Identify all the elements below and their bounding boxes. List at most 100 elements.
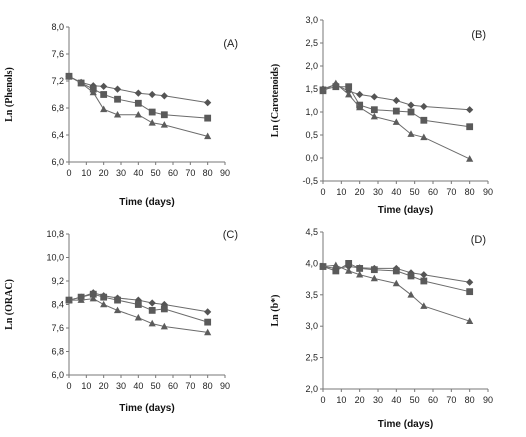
chart-panel-3: 2,0 2,5 3,0 3,5 4,0 4,5 0 10 20 30 40 50 60 70 80 90 Tim… xyxy=(270,227,493,430)
data-point-square xyxy=(100,293,108,301)
x-tick-label: 70 xyxy=(185,168,195,178)
y-tick-label: 0,5 xyxy=(305,130,318,140)
data-point-triangle xyxy=(370,274,378,282)
y-tick-label: 10,8 xyxy=(46,229,64,239)
data-point-triangle xyxy=(407,130,415,137)
data-point-square xyxy=(466,288,474,296)
data-point-square xyxy=(407,108,415,116)
x-tick-label: 30 xyxy=(116,168,126,178)
data-point-triangle xyxy=(77,296,85,303)
y-tick-label: 6,0 xyxy=(51,157,64,167)
x-tick-label: 80 xyxy=(203,381,213,391)
x-tick-label: 0 xyxy=(66,168,71,178)
data-point-square xyxy=(466,123,474,131)
y-tick-label: 2,0 xyxy=(305,61,318,71)
y-tick-label: 6,0 xyxy=(51,370,64,380)
data-point-triangle xyxy=(319,87,327,95)
data-point-diamond xyxy=(204,99,212,107)
data-point-square xyxy=(345,83,353,91)
data-point-diamond xyxy=(466,278,474,286)
x-tick-label: 40 xyxy=(391,395,401,405)
y-tick-label: 1,5 xyxy=(305,84,318,94)
data-point-square xyxy=(204,114,212,122)
y-tick-label: 9,2 xyxy=(51,276,64,286)
data-point-diamond xyxy=(356,90,364,99)
y-tick-label: 8,0 xyxy=(51,22,64,32)
y-axis-title: Ln (b*) xyxy=(270,295,281,327)
y-tick-label: 6,4 xyxy=(51,130,64,140)
x-tick-label: 50 xyxy=(410,395,420,405)
data-point-triangle xyxy=(160,121,168,128)
x-tick-label: 90 xyxy=(220,168,230,178)
data-point-diamond xyxy=(113,85,122,93)
x-tick-label: 90 xyxy=(483,187,493,197)
data-point-diamond xyxy=(148,90,156,99)
data-point-square xyxy=(114,296,121,304)
data-point-triangle xyxy=(356,103,364,111)
x-tick-label: 0 xyxy=(320,187,325,197)
data-point-square xyxy=(160,305,168,313)
x-tick-label: 30 xyxy=(373,187,383,197)
y-tick-label: 10,0 xyxy=(46,253,64,263)
x-tick-label: 90 xyxy=(483,395,493,405)
x-axis-title: Time (days) xyxy=(378,419,433,430)
data-point-diamond xyxy=(100,82,108,90)
data-point-square xyxy=(332,267,340,275)
data-point-triangle xyxy=(356,270,364,278)
data-point-triangle xyxy=(160,322,168,330)
data-point-triangle xyxy=(77,79,85,86)
data-point-triangle xyxy=(204,328,212,336)
data-point-triangle xyxy=(332,261,340,269)
x-tick-label: 30 xyxy=(373,395,383,405)
data-point-triangle xyxy=(392,279,400,287)
data-point-square xyxy=(345,260,353,267)
x-tick-label: 20 xyxy=(355,395,365,405)
data-point-square xyxy=(407,272,415,280)
data-point-square xyxy=(160,111,168,119)
data-point-triangle xyxy=(407,291,415,298)
data-point-triangle xyxy=(89,88,97,96)
chart-panel-2: 6,0 6,8 7,6 8,4 9,2 10,0 10,8 0 10 20 30 40 50 60 70 80… xyxy=(4,229,238,414)
data-point-triangle xyxy=(420,133,428,141)
data-point-square xyxy=(392,107,400,115)
y-tick-label: 0,0 xyxy=(305,153,318,163)
x-tick-label: 10 xyxy=(81,381,91,391)
data-point-triangle xyxy=(466,155,474,162)
x-tick-label: 80 xyxy=(203,168,213,178)
x-tick-label: 40 xyxy=(391,187,401,197)
x-tick-label: 40 xyxy=(133,168,143,178)
x-tick-label: 80 xyxy=(465,187,475,197)
y-tick-label: 2,5 xyxy=(305,38,318,48)
x-tick-label: 30 xyxy=(116,381,126,391)
x-tick-label: 60 xyxy=(428,395,438,405)
x-tick-label: 50 xyxy=(410,187,420,197)
data-point-square xyxy=(370,266,378,274)
chart-panel-0: 6,0 6,4 6,8 7,2 7,6 8,0 0 10 20 30 40 50 60 70 80 90 Tim… xyxy=(4,22,238,208)
x-tick-label: 60 xyxy=(428,187,438,197)
data-point-triangle xyxy=(113,306,122,314)
data-point-triangle xyxy=(345,90,353,98)
y-axis-title: Ln (ORAC) xyxy=(4,279,15,330)
data-point-square xyxy=(392,267,400,275)
y-tick-label: 6,8 xyxy=(51,103,64,113)
panel-label: (D) xyxy=(471,234,486,246)
data-point-diamond xyxy=(466,106,474,114)
panel-label: (B) xyxy=(471,29,486,41)
data-point-triangle xyxy=(319,262,327,270)
x-tick-label: 50 xyxy=(151,381,161,391)
x-tick-label: 70 xyxy=(185,381,195,391)
x-tick-label: 70 xyxy=(446,395,456,405)
data-point-square xyxy=(134,99,142,107)
x-tick-label: 20 xyxy=(355,187,365,197)
y-tick-label: 7,6 xyxy=(51,49,64,59)
data-point-square xyxy=(370,106,378,114)
x-tick-label: 0 xyxy=(320,395,325,405)
data-point-triangle xyxy=(65,72,73,80)
y-tick-label: 8,4 xyxy=(51,300,64,310)
data-point-square xyxy=(148,306,156,314)
x-tick-label: 10 xyxy=(81,168,91,178)
data-point-triangle xyxy=(89,294,97,302)
y-tick-label: 4,5 xyxy=(305,227,318,237)
data-point-triangle xyxy=(148,119,156,126)
